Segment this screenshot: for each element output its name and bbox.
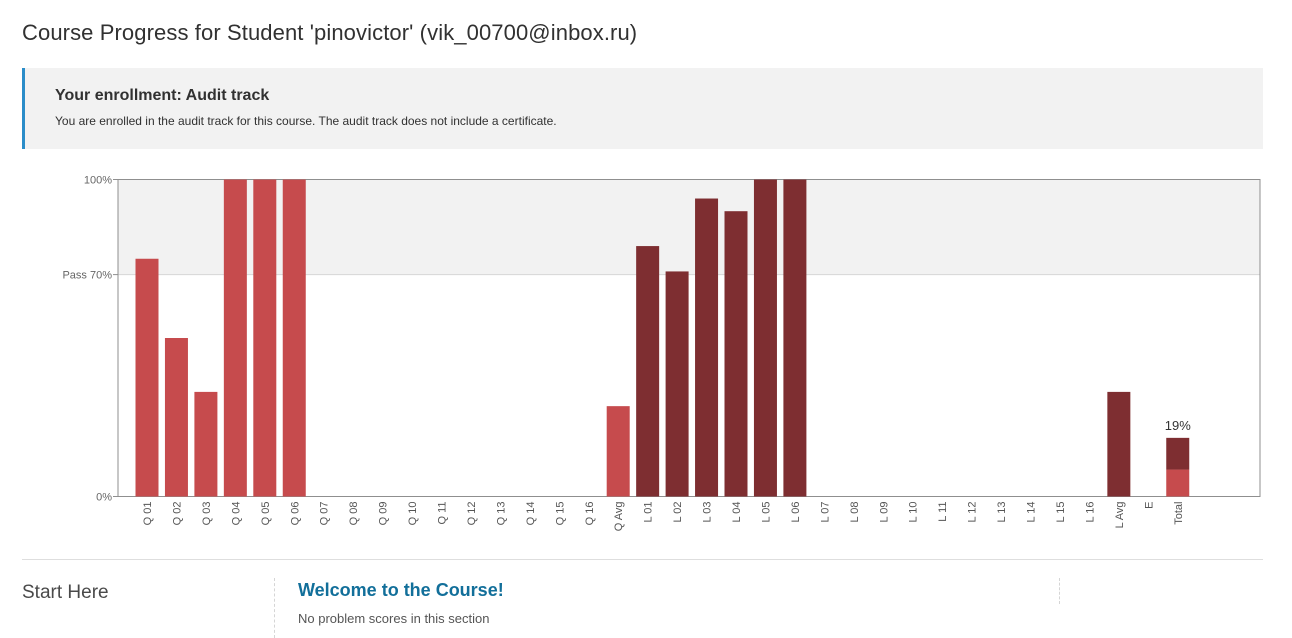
plot-border (117, 179, 1261, 497)
x-tick-label: L 05 (760, 502, 772, 523)
x-tick-label: L 03 (702, 502, 714, 523)
bar-l-03 (695, 198, 719, 497)
column-divider (1059, 578, 1060, 604)
x-tick-label: Q 10 (407, 502, 419, 526)
x-tick-label: L 15 (1055, 502, 1067, 523)
x-tick-label: E (1143, 502, 1155, 509)
bar-l-02 (665, 271, 689, 497)
bar-q-01 (135, 258, 159, 497)
bar-q-03 (194, 391, 218, 497)
x-tick-label: Q 05 (260, 502, 272, 526)
x-tick-label: Q 03 (201, 502, 213, 526)
x-tick-label: L 06 (790, 502, 802, 523)
x-tick-label: L 12 (967, 502, 979, 523)
x-tick-label: L 10 (908, 502, 920, 523)
enrollment-message: You are enrolled in the audit track for … (55, 114, 557, 128)
x-tick-label: L Avg (1114, 502, 1126, 529)
bar-total-segment (1166, 469, 1190, 497)
bar-q-avg (606, 406, 630, 497)
grade-chart: 100% Pass 70% 0% 19% Q 01 Q 02 Q 03 Q 04 Q 05 Q 0… (62, 175, 1261, 532)
x-tick-label: L 16 (1084, 502, 1096, 523)
x-tick-label: Q 16 (584, 502, 596, 526)
y-tick-label: 0% (96, 492, 112, 504)
section-name: Start Here (22, 582, 109, 603)
subsection-link-welcome[interactable]: Welcome to the Course! (298, 580, 504, 600)
subsection-score-note: No problem scores in this section (298, 611, 490, 626)
x-tick-label: Q 01 (142, 502, 154, 526)
x-tick-label: L 02 (672, 502, 684, 523)
x-tick-label: Q 08 (348, 502, 360, 526)
enrollment-message-box: Your enrollment: Audit track You are enr… (22, 68, 1263, 149)
x-tick-label: Q 06 (289, 502, 301, 526)
x-tick-label: L 08 (849, 502, 861, 523)
section-divider (22, 559, 1263, 560)
x-tick-label: Q 13 (495, 502, 507, 526)
x-tick-label: L 07 (819, 502, 831, 523)
enrollment-title: Your enrollment: Audit track (55, 87, 270, 104)
x-tick-label: Q 04 (230, 502, 242, 526)
bar-l-04 (724, 211, 748, 497)
column-divider (274, 578, 275, 638)
x-tick-label: L 11 (937, 502, 949, 522)
bar-l-06 (783, 179, 807, 497)
x-tick-label: Q 02 (171, 502, 183, 526)
y-tick-label: 100% (84, 175, 112, 187)
page-title: Course Progress for Student 'pinovictor'… (22, 20, 638, 45)
bar-l-01 (636, 246, 660, 497)
x-tick-label: Total (1173, 502, 1185, 525)
total-percent-label: 19% (1165, 418, 1191, 433)
y-tick-label: Pass 70% (62, 270, 112, 282)
x-tick-label: L 14 (1026, 502, 1038, 523)
x-tick-label: Q 09 (378, 502, 390, 526)
x-tick-label: Q 07 (319, 502, 331, 526)
x-tick-label: L 01 (643, 502, 655, 523)
bar-q-02 (164, 338, 188, 497)
pass-band (118, 179, 1260, 275)
bar-q-05 (253, 179, 277, 497)
bar-l-avg (1107, 391, 1131, 497)
x-tick-label: Q 11 (437, 502, 449, 525)
x-tick-label: Q 15 (554, 502, 566, 526)
x-tick-label: L 13 (996, 502, 1008, 523)
bar-total-segment (1166, 437, 1190, 470)
x-tick-label: Q 12 (466, 502, 478, 526)
bar-q-06 (282, 179, 306, 497)
x-tick-label: L 09 (878, 502, 890, 523)
x-tick-label: Q Avg (613, 502, 625, 532)
bar-q-04 (223, 179, 247, 497)
x-tick-label: Q 14 (525, 502, 537, 526)
x-tick-label: L 04 (731, 502, 743, 523)
bar-l-05 (753, 179, 777, 497)
